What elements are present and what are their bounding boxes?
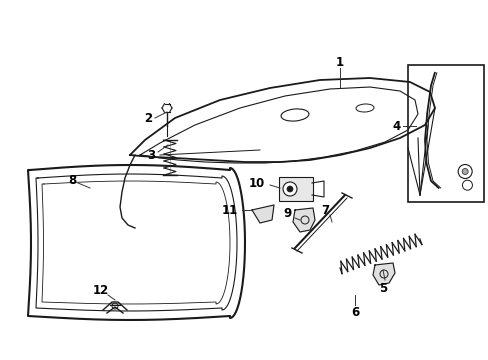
FancyBboxPatch shape (279, 177, 312, 201)
Text: 6: 6 (350, 306, 358, 319)
Polygon shape (372, 263, 394, 285)
Text: 10: 10 (248, 176, 264, 189)
Bar (407, 65, 483, 202)
Circle shape (457, 165, 471, 179)
Text: 7: 7 (320, 203, 328, 216)
Circle shape (286, 186, 292, 192)
Text: 12: 12 (93, 284, 109, 297)
Circle shape (462, 180, 471, 190)
Text: 8: 8 (68, 174, 76, 186)
Polygon shape (251, 205, 273, 223)
Text: 4: 4 (391, 120, 400, 133)
Text: 3: 3 (146, 149, 155, 162)
Text: 5: 5 (378, 282, 386, 294)
Text: 1: 1 (335, 55, 344, 68)
Text: 9: 9 (284, 207, 291, 220)
Circle shape (461, 168, 467, 175)
Polygon shape (292, 208, 314, 232)
Circle shape (283, 182, 296, 196)
Text: 2: 2 (143, 112, 152, 125)
Text: 11: 11 (222, 203, 238, 216)
